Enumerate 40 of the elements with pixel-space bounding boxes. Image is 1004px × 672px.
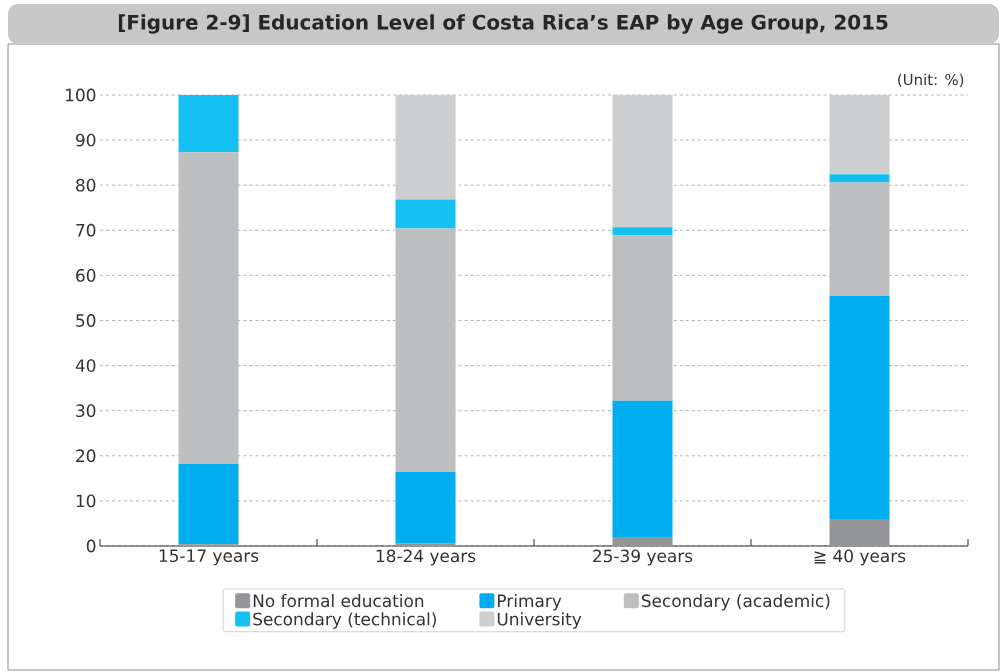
bar <box>178 152 239 464</box>
x-tick-label: 25-39 years <box>593 549 693 566</box>
y-tick-label: 40 <box>75 359 96 372</box>
y-tick-label: 0 <box>86 539 96 553</box>
bar <box>178 94 239 153</box>
bar <box>395 228 456 473</box>
bar <box>612 94 673 228</box>
y-tick-label: 60 <box>76 268 96 282</box>
legend-label: No formal education <box>253 594 424 608</box>
chart-title: [Figure 2-9] Education Level of Costa Rica’s EAP by Age Group, 2015 <box>118 14 888 34</box>
bar <box>612 227 673 236</box>
legend-label: Secondary (academic) <box>641 594 830 611</box>
bar <box>612 235 673 401</box>
x-tick-label: 18-24 years <box>376 549 476 566</box>
bar <box>612 537 673 546</box>
y-tick-label: 90 <box>76 133 96 147</box>
y-tick-label: 20 <box>76 449 96 463</box>
y-tick-label: 80 <box>76 178 96 192</box>
bar <box>395 472 456 544</box>
legend-label: Primary <box>498 594 562 611</box>
bar <box>612 400 673 538</box>
bar <box>829 518 890 546</box>
text: (Unit: %) <box>898 73 964 87</box>
y-tick-label: 100 <box>66 88 96 102</box>
bar <box>829 94 890 175</box>
x-tick-label: ≧ 40 years <box>814 549 906 566</box>
legend-label: Secondary (technical) <box>253 612 436 629</box>
bar <box>829 174 890 183</box>
y-tick-label: 10 <box>76 494 96 508</box>
bar <box>829 295 890 519</box>
bar <box>829 182 890 296</box>
bar <box>178 463 239 545</box>
y-tick-label: 30 <box>76 404 96 418</box>
bar <box>395 199 456 229</box>
y-tick-label: 70 <box>76 223 96 237</box>
y-tick-label: 50 <box>76 314 96 327</box>
x-tick-label: 15-17 years <box>159 549 259 566</box>
legend-label: University <box>497 612 582 629</box>
bar <box>395 543 456 546</box>
bar <box>395 94 456 200</box>
